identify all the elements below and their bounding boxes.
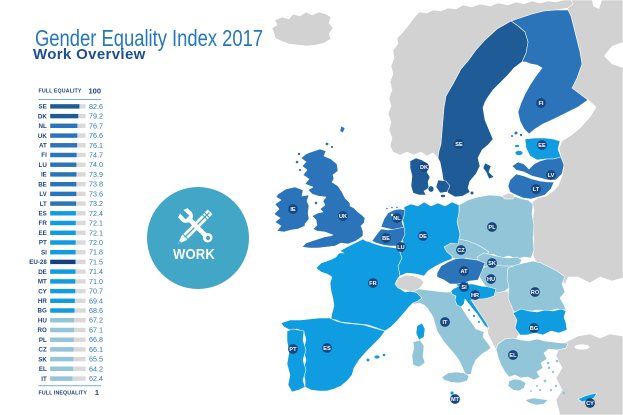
- svg-text:IE: IE: [41, 172, 47, 179]
- svg-text:IE: IE: [290, 207, 296, 213]
- svg-text:1: 1: [95, 388, 99, 397]
- svg-text:65.5: 65.5: [89, 355, 103, 364]
- svg-text:CY: CY: [38, 288, 47, 295]
- svg-text:SE: SE: [455, 142, 463, 148]
- svg-text:MT: MT: [451, 397, 460, 403]
- svg-text:CY: CY: [586, 401, 594, 407]
- svg-text:LU: LU: [39, 162, 48, 169]
- svg-text:FI: FI: [41, 152, 47, 159]
- svg-text:79.2: 79.2: [89, 112, 103, 121]
- svg-text:HR: HR: [471, 293, 479, 299]
- svg-text:EU-28: EU-28: [29, 259, 47, 266]
- svg-text:LU: LU: [397, 245, 404, 251]
- svg-text:DK: DK: [38, 113, 47, 120]
- svg-text:ES: ES: [39, 211, 47, 218]
- svg-text:SI: SI: [461, 285, 467, 291]
- svg-text:70.7: 70.7: [89, 287, 103, 296]
- svg-text:FULL EQUALITY: FULL EQUALITY: [39, 89, 82, 95]
- svg-text:71.0: 71.0: [89, 277, 103, 286]
- svg-text:66.1: 66.1: [89, 345, 103, 354]
- svg-text:72.0: 72.0: [89, 238, 103, 247]
- svg-text:HU: HU: [38, 317, 47, 324]
- svg-text:RO: RO: [38, 327, 47, 334]
- svg-text:74.0: 74.0: [89, 160, 103, 169]
- svg-text:AT: AT: [39, 143, 47, 150]
- svg-text:LV: LV: [39, 191, 47, 198]
- svg-text:SK: SK: [38, 356, 47, 363]
- svg-text:66.8: 66.8: [89, 335, 103, 344]
- svg-text:100: 100: [88, 87, 101, 96]
- svg-text:EL: EL: [39, 366, 47, 373]
- svg-text:AT: AT: [460, 269, 468, 275]
- svg-text:76.7: 76.7: [89, 121, 103, 130]
- svg-text:PT: PT: [289, 347, 297, 353]
- svg-text:SK: SK: [488, 261, 496, 267]
- svg-text:DE: DE: [38, 269, 47, 276]
- svg-text:67.2: 67.2: [89, 316, 103, 325]
- svg-text:NL: NL: [393, 216, 401, 222]
- svg-text:IT: IT: [443, 320, 449, 326]
- svg-text:74.7: 74.7: [89, 151, 103, 160]
- svg-text:69.4: 69.4: [89, 296, 103, 305]
- svg-text:DE: DE: [419, 234, 427, 240]
- svg-text:76.1: 76.1: [89, 141, 103, 150]
- svg-text:DK: DK: [420, 165, 428, 171]
- svg-text:71.4: 71.4: [89, 267, 103, 276]
- svg-text:RO: RO: [531, 290, 540, 296]
- svg-text:FULL INEQUALITY: FULL INEQUALITY: [39, 390, 88, 396]
- svg-text:CZ: CZ: [457, 248, 465, 254]
- svg-text:FR: FR: [39, 220, 48, 227]
- svg-text:72.1: 72.1: [89, 219, 103, 228]
- svg-text:EE: EE: [39, 230, 47, 237]
- svg-text:LT: LT: [533, 187, 540, 193]
- svg-text:LV: LV: [548, 173, 555, 179]
- svg-text:HU: HU: [487, 277, 495, 283]
- svg-text:73.6: 73.6: [89, 189, 103, 198]
- svg-text:67.1: 67.1: [89, 326, 103, 335]
- svg-text:73.2: 73.2: [89, 199, 103, 208]
- svg-text:HR: HR: [38, 298, 47, 305]
- svg-text:CZ: CZ: [39, 347, 47, 354]
- svg-text:BE: BE: [382, 236, 390, 242]
- svg-text:UK: UK: [38, 133, 47, 140]
- svg-text:SE: SE: [39, 104, 47, 111]
- svg-text:FR: FR: [369, 281, 376, 287]
- svg-text:NL: NL: [39, 123, 47, 130]
- svg-text:UK: UK: [339, 214, 347, 220]
- svg-text:EE: EE: [538, 143, 546, 149]
- svg-text:BG: BG: [38, 308, 47, 315]
- svg-text:BG: BG: [530, 326, 538, 332]
- svg-text:68.6: 68.6: [89, 306, 103, 315]
- svg-text:73.9: 73.9: [89, 170, 103, 179]
- svg-text:62.4: 62.4: [89, 374, 103, 383]
- svg-text:MT: MT: [38, 279, 47, 286]
- svg-text:BE: BE: [38, 181, 47, 188]
- svg-text:76.6: 76.6: [89, 131, 103, 140]
- svg-text:71.5: 71.5: [89, 257, 103, 266]
- svg-text:64.2: 64.2: [89, 364, 103, 373]
- svg-text:82.6: 82.6: [89, 102, 103, 111]
- svg-text:71.8: 71.8: [89, 248, 103, 257]
- svg-text:PL: PL: [488, 225, 496, 231]
- svg-text:PL: PL: [39, 337, 47, 344]
- svg-text:IT: IT: [41, 376, 47, 383]
- svg-text:PT: PT: [39, 240, 47, 247]
- svg-text:LT: LT: [40, 201, 47, 208]
- svg-text:FI: FI: [539, 101, 544, 107]
- svg-text:ES: ES: [323, 346, 331, 352]
- svg-text:73.8: 73.8: [89, 180, 103, 189]
- svg-text:EL: EL: [509, 353, 517, 359]
- svg-text:SI: SI: [41, 249, 47, 256]
- svg-text:72.1: 72.1: [89, 228, 103, 237]
- svg-text:72.4: 72.4: [89, 209, 103, 218]
